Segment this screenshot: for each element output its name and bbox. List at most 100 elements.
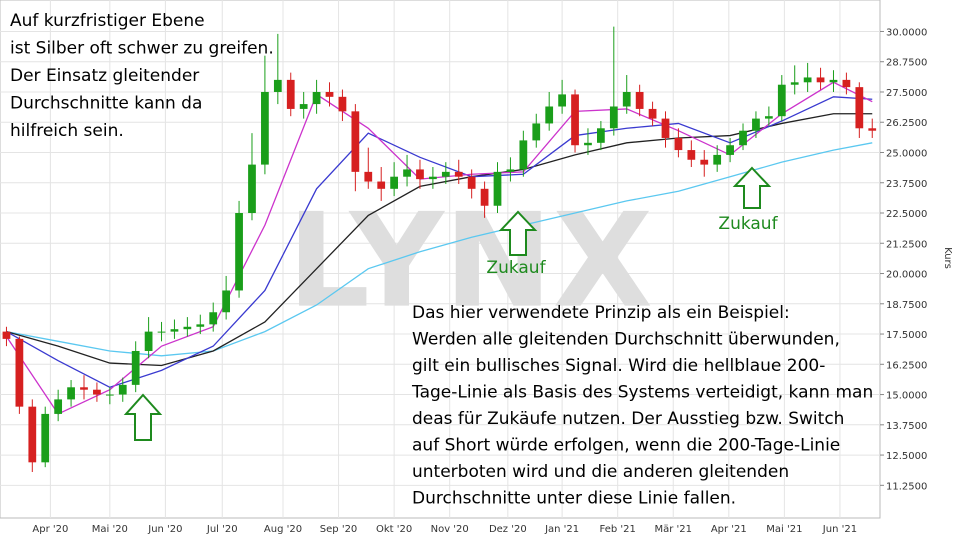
candle-body bbox=[377, 181, 386, 189]
candle-body bbox=[803, 77, 812, 83]
candle-body bbox=[713, 154, 722, 165]
y-tick-label: 25.0000 bbox=[886, 148, 927, 159]
candle-body bbox=[261, 91, 269, 165]
candle-body bbox=[842, 79, 851, 88]
candle-body bbox=[15, 338, 24, 407]
candle-body bbox=[790, 82, 799, 85]
candle-body bbox=[429, 176, 437, 180]
x-tick-label: Mai '20 bbox=[92, 524, 128, 535]
candle-body bbox=[597, 128, 605, 143]
candle-body bbox=[2, 331, 11, 339]
candle-body bbox=[299, 104, 308, 109]
candle-body bbox=[28, 406, 37, 463]
note-line: Das hier verwendete Prinzip als ein Beis… bbox=[412, 303, 790, 323]
candle-body bbox=[183, 326, 192, 330]
candle-body bbox=[493, 171, 502, 206]
candle-body bbox=[144, 331, 153, 351]
candle-body bbox=[700, 159, 709, 165]
candle-body bbox=[351, 111, 360, 172]
note-line: Auf kurzfristiger Ebene bbox=[10, 11, 205, 31]
candle-body bbox=[131, 350, 140, 385]
x-tick-label: Okt '20 bbox=[376, 524, 412, 535]
candle-body bbox=[364, 171, 373, 182]
note-line: Tage-Linie als Basis des Systems verteid… bbox=[411, 383, 873, 403]
candle-body bbox=[170, 329, 179, 332]
y-tick-label: 22.5000 bbox=[886, 209, 927, 220]
x-tick-label: Jun '20 bbox=[147, 524, 182, 535]
x-tick-label: Aug '20 bbox=[264, 524, 302, 535]
candle-body bbox=[390, 176, 399, 189]
x-tick-label: Feb '21 bbox=[600, 524, 636, 535]
y-tick-label: 20.0000 bbox=[886, 270, 927, 281]
candle-body bbox=[209, 312, 218, 325]
note-line: Der Einsatz gleitender bbox=[10, 66, 199, 86]
candle-body bbox=[93, 389, 101, 395]
y-tick-label: 13.7500 bbox=[886, 421, 927, 432]
y-tick-label: 11.2500 bbox=[886, 481, 927, 492]
y-tick-label: 15.0000 bbox=[886, 391, 927, 402]
arrow bbox=[123, 393, 163, 441]
x-tick-label: Nov '20 bbox=[431, 524, 469, 535]
x-tick-label: Jun '21 bbox=[822, 524, 857, 535]
candle-body bbox=[312, 91, 321, 105]
watermark: LYNX bbox=[287, 185, 653, 337]
candle-body bbox=[67, 387, 75, 400]
candle-body bbox=[635, 91, 644, 109]
y-tick-label: 16.2500 bbox=[886, 360, 927, 371]
x-tick-label: Apr '20 bbox=[32, 524, 68, 535]
y-tick-label: 17.5000 bbox=[886, 330, 927, 341]
candle-body bbox=[558, 94, 566, 107]
y-tick-label: 27.5000 bbox=[886, 88, 927, 99]
candle-body bbox=[157, 331, 166, 333]
candle-body bbox=[764, 116, 773, 119]
annotation: Zukauf bbox=[718, 214, 778, 234]
y-tick-label: 30.0000 bbox=[886, 27, 927, 38]
candle-body bbox=[467, 176, 476, 189]
candle-body bbox=[454, 171, 463, 177]
candle-body bbox=[105, 394, 114, 396]
candle-body bbox=[571, 94, 579, 146]
note-line: ist Silber oft schwer zu greifen. bbox=[10, 39, 274, 59]
candle-body bbox=[868, 128, 877, 131]
candle-body bbox=[506, 169, 515, 172]
candle-body bbox=[338, 96, 347, 112]
candle-body bbox=[196, 324, 205, 327]
candle-body bbox=[118, 384, 127, 395]
note-line: Durchschnitte unter diese Linie fallen. bbox=[412, 489, 736, 509]
arrow bbox=[732, 166, 772, 209]
candle-body bbox=[855, 87, 864, 129]
candle-body bbox=[41, 413, 50, 463]
candle-body bbox=[622, 91, 631, 107]
candles bbox=[2, 26, 877, 473]
candle-body bbox=[674, 137, 683, 151]
candle-body bbox=[273, 79, 282, 92]
candle-body bbox=[248, 164, 256, 214]
note-line: deas für Zukäufe nutzen. Der Ausstieg bz… bbox=[412, 409, 844, 429]
note-line: Werden alle gleitenden Durchschnitt über… bbox=[412, 330, 840, 350]
y-tick-label: 23.7500 bbox=[886, 179, 927, 190]
note-line: unterboten wird und die anderen gleitend… bbox=[412, 462, 789, 482]
candle-body bbox=[480, 188, 489, 206]
y-tick-label: 26.2500 bbox=[886, 118, 927, 129]
candle-body bbox=[609, 106, 618, 129]
candle-body bbox=[661, 118, 670, 138]
notes: Auf kurzfristiger Ebene ist Silber oft sc… bbox=[10, 11, 873, 509]
x-tick-label: Dez '20 bbox=[489, 524, 527, 535]
candle-body bbox=[687, 150, 696, 160]
y-tick-label: 28.7500 bbox=[886, 58, 927, 69]
y-tick-label: 12.5000 bbox=[886, 451, 927, 462]
candle-body bbox=[648, 108, 657, 119]
candle-body bbox=[739, 130, 747, 146]
note-line: auf Short würde erfolgen, wenn die 200-T… bbox=[412, 436, 840, 456]
candle-body bbox=[286, 79, 295, 109]
moving-average bbox=[6, 142, 873, 357]
x-tick-label: Apr '21 bbox=[711, 524, 747, 535]
candle-body bbox=[325, 91, 334, 97]
note-line: gilt ein bullisches Signal. Wird die hel… bbox=[412, 356, 825, 376]
candle-body bbox=[222, 290, 231, 313]
candle-body bbox=[416, 169, 424, 180]
candle-body bbox=[545, 106, 554, 124]
candle-body bbox=[441, 171, 450, 177]
candle-body bbox=[519, 140, 528, 170]
